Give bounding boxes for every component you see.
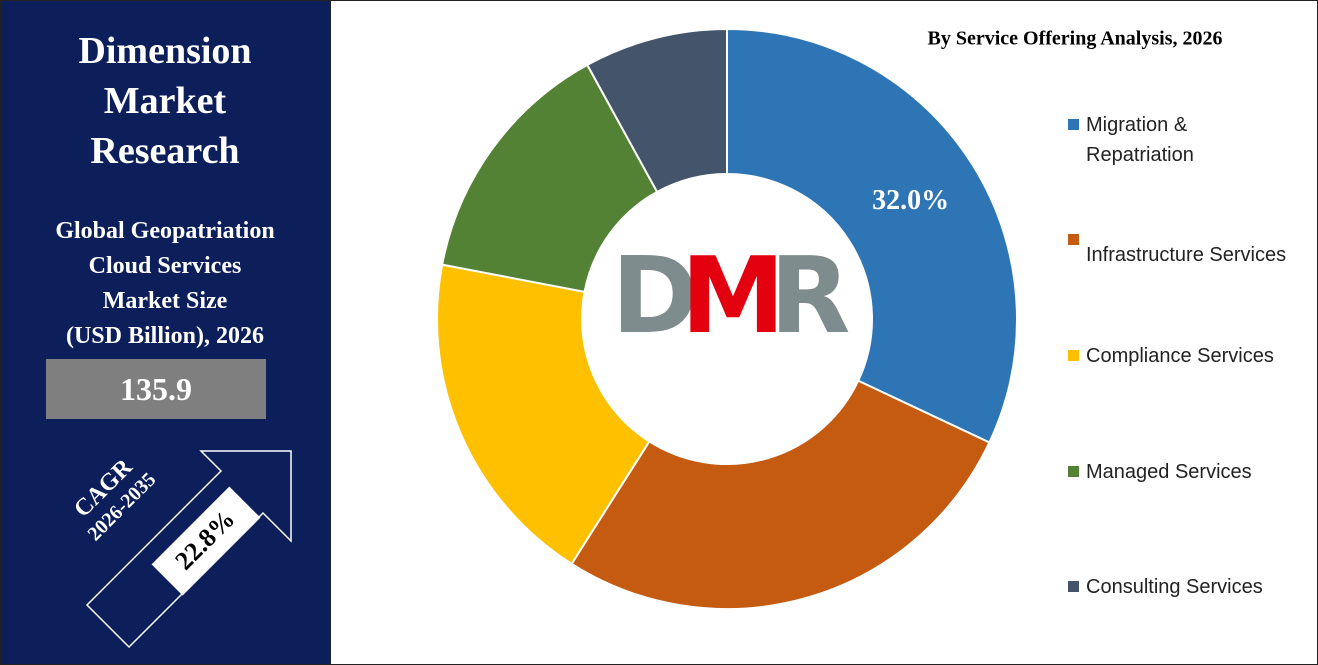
legend-swatch: [1068, 119, 1079, 130]
sidebar: Dimension Market Research Global Geopatr…: [0, 0, 330, 665]
legend-swatch: [1068, 234, 1079, 245]
logo-letter: R: [770, 235, 851, 357]
donut-slice: [436, 263, 651, 566]
legend-swatch: [1068, 466, 1079, 477]
legend-swatch: [1068, 350, 1079, 361]
legend-label: Managed Services: [1086, 461, 1252, 483]
donut-slice: [726, 27, 1018, 444]
legend-label: Compliance Services: [1086, 345, 1274, 367]
donut-slice: [440, 63, 659, 293]
donut-slice: [585, 27, 728, 194]
legend-label: Infrastructure Services: [1086, 244, 1287, 266]
donut-slice: [570, 379, 991, 610]
title-line: Cloud Services: [88, 253, 242, 279]
brand-line: Research: [90, 130, 240, 172]
brand-line: Dimension: [78, 30, 252, 72]
logo-letter: D: [611, 235, 698, 357]
cagr-arrow: CAGR 2026-2035 22.8%: [69, 450, 292, 649]
chart-title: By Service Offering Analysis, 2026: [928, 28, 1223, 50]
title-line: Global Geopatriation: [55, 218, 275, 244]
market-size: 135.9: [46, 359, 266, 419]
logo-letter: M: [681, 235, 786, 357]
market-title: Global Geopatriation Cloud Services Mark…: [1, 214, 329, 354]
legend-swatch: [1068, 581, 1079, 592]
data-label: 32.0%: [872, 185, 949, 216]
brand-line: Market: [103, 80, 227, 122]
title-line: Market Size: [102, 288, 228, 314]
brand: Dimension Market Research: [1, 26, 329, 176]
legend-label: Migration & Repatriation: [1086, 114, 1194, 166]
legend-label: Consulting Services: [1086, 576, 1263, 598]
cagr-box: [151, 486, 261, 596]
title-line: (USD Billion), 2026: [65, 323, 265, 349]
